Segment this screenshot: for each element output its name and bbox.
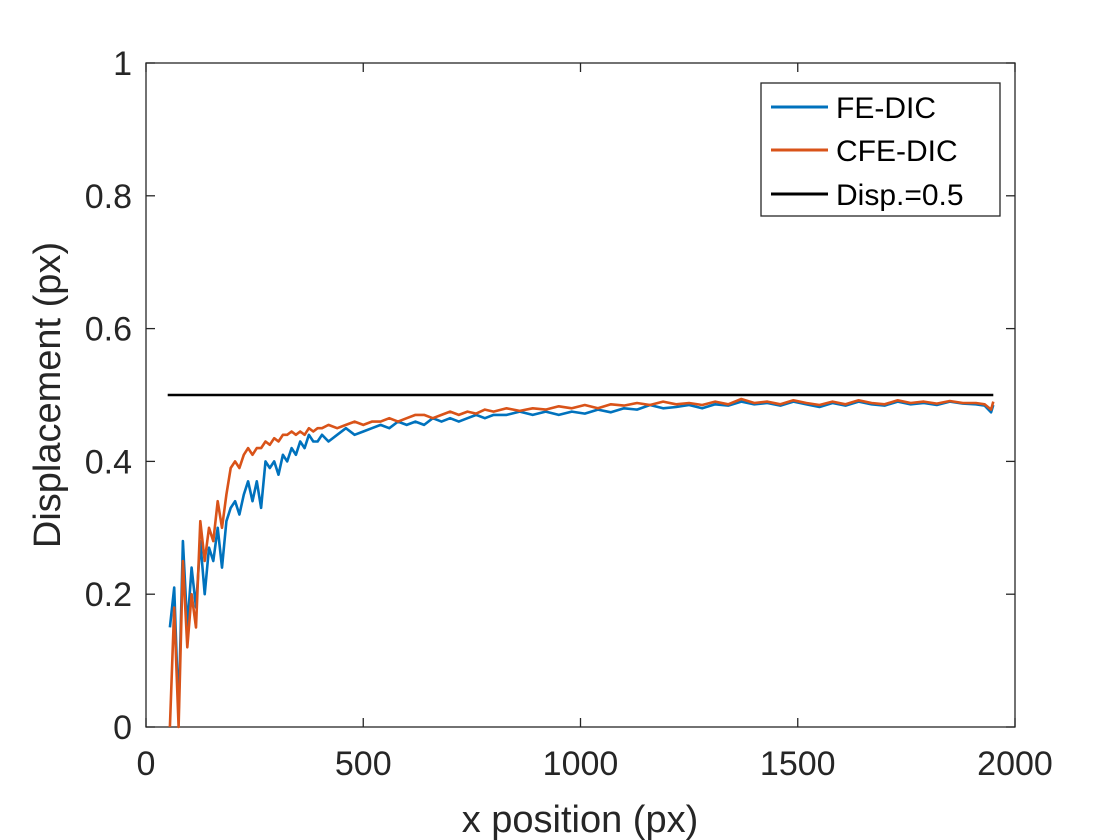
legend-label-disp: Disp.=0.5 (836, 179, 964, 212)
y-tick-labels: 0 0.2 0.4 0.6 0.8 1 (85, 45, 132, 747)
series-line-cfe-dic (168, 397, 995, 729)
axis-ticks (145, 62, 1016, 728)
x-axis-label: x position (px) (462, 799, 699, 840)
legend-label-fe-dic: FE-DIC (836, 92, 936, 125)
x-tick-label: 500 (335, 745, 392, 783)
y-tick-label: 0.4 (85, 443, 132, 481)
series-line-fe-dic (168, 400, 995, 716)
y-tick-label: 1 (113, 45, 132, 83)
y-tick-label: 0.6 (85, 311, 132, 349)
x-tick-labels: 0 500 1000 1500 2000 (137, 745, 1053, 783)
y-tick-label: 0.8 (85, 178, 132, 216)
series-lines (167, 393, 995, 729)
legend: FE-DIC CFE-DIC Disp.=0.5 (760, 82, 1001, 217)
y-tick-label: 0.2 (85, 576, 132, 614)
x-tick-label: 1000 (543, 745, 619, 783)
y-tick-label: 0 (113, 709, 132, 747)
x-tick-label: 0 (137, 745, 156, 783)
y-axis-label: Displacement (px) (27, 242, 69, 548)
x-tick-label: 1500 (760, 745, 836, 783)
x-tick-label: 2000 (977, 745, 1053, 783)
legend-label-cfe-dic: CFE-DIC (836, 135, 958, 168)
